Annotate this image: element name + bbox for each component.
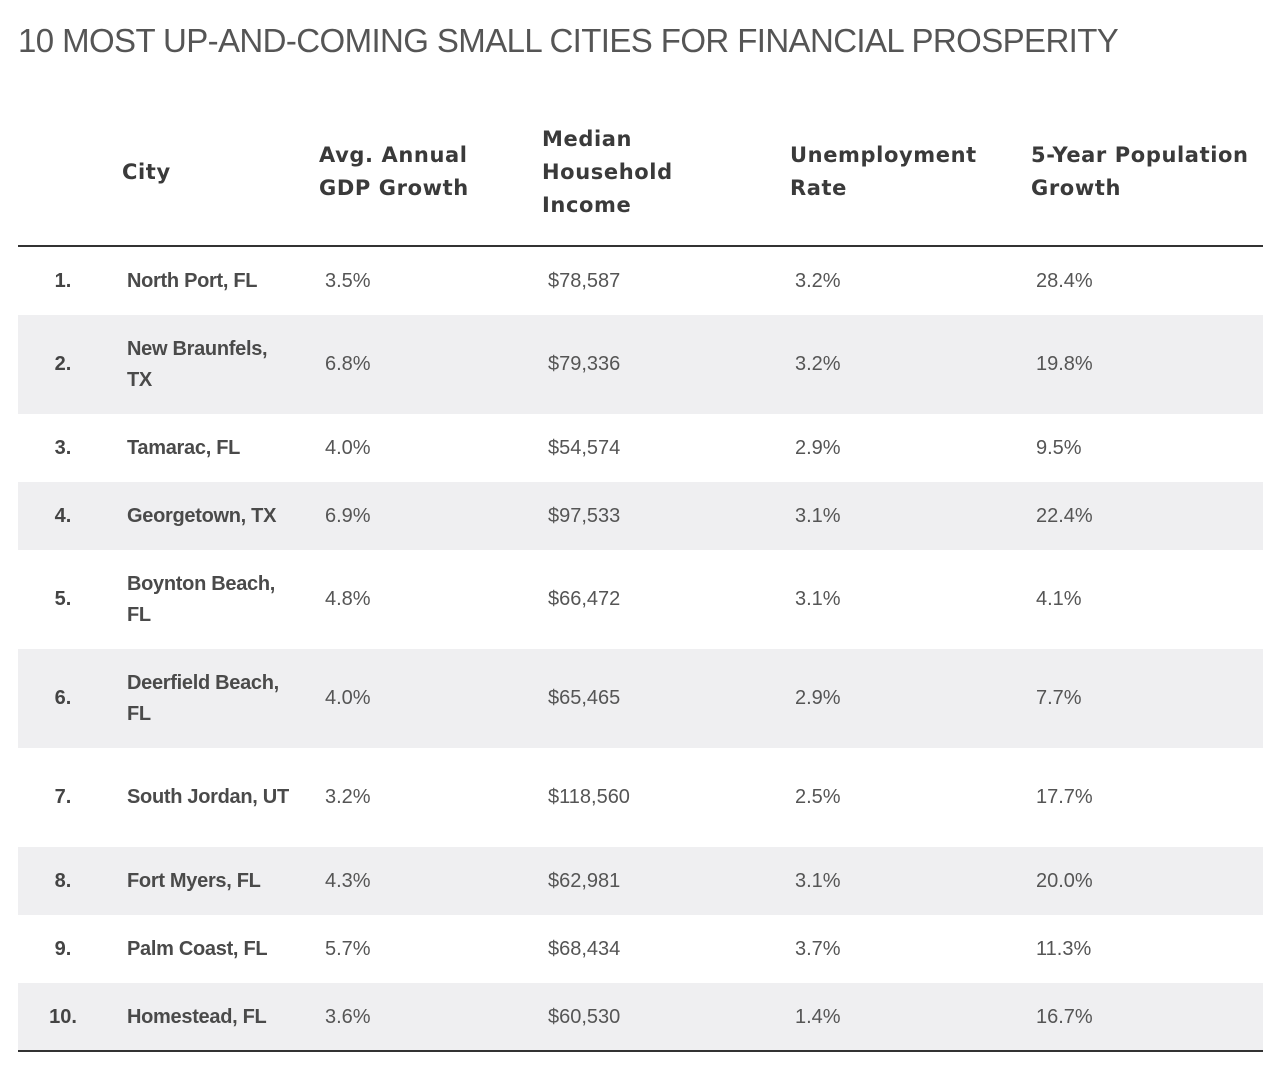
gdp-growth: 6.8% [325, 353, 371, 375]
gdp-growth: 4.0% [325, 687, 371, 709]
median-income: $78,587 [548, 269, 621, 292]
header-population-growth: 5-Year Population Growth [1031, 143, 1249, 200]
unemployment-rate: 3.1% [795, 588, 841, 610]
population-growth: 17.7% [1036, 786, 1093, 808]
city-name: Deerfield Beach, FL [127, 671, 279, 725]
table-row: 10. Homestead, FL 3.6% $60,530 1.4% 16.7% [18, 983, 1263, 1051]
city-name: Boynton Beach, FL [127, 572, 276, 626]
rank: 1. [54, 269, 72, 292]
page-title: 10 MOST UP-AND-COMING SMALL CITIES FOR F… [18, 22, 1119, 59]
city-name: Fort Myers, FL [127, 869, 261, 892]
table-row: 6. Deerfield Beach, FL 4.0% $65,465 2.9% 7.7% [18, 649, 1263, 748]
gdp-growth: 4.3% [325, 869, 371, 892]
gdp-growth: 5.7% [325, 937, 371, 960]
gdp-growth: 3.6% [325, 1005, 371, 1028]
rank: 2. [54, 353, 72, 375]
rank: 9. [54, 937, 72, 960]
unemployment-rate: 3.1% [795, 869, 841, 892]
unemployment-rate: 3.2% [795, 269, 841, 292]
city-name: South Jordan, UT [127, 786, 289, 808]
population-growth: 22.4% [1036, 504, 1093, 527]
unemployment-rate: 2.9% [795, 687, 841, 709]
rank: 4. [54, 504, 72, 527]
median-income: $68,434 [548, 937, 621, 960]
median-income: $97,533 [548, 504, 621, 527]
median-income: $118,560 [548, 786, 630, 808]
median-income: $65,465 [548, 687, 621, 709]
table-row: 7. South Jordan, UT 3.2% $118,560 2.5% 17.7% [18, 748, 1263, 847]
gdp-growth: 6.9% [325, 504, 371, 527]
city-name: North Port, FL [127, 269, 258, 292]
header-rule [18, 245, 1263, 247]
unemployment-rate: 3.2% [795, 353, 841, 375]
population-growth: 9.5% [1036, 436, 1082, 459]
rank: 7. [54, 786, 72, 808]
population-growth: 19.8% [1036, 353, 1093, 375]
gdp-growth: 3.5% [325, 269, 371, 292]
table-row: 4. Georgetown, TX 6.9% $97,533 3.1% 22.4% [18, 482, 1263, 550]
median-income: $66,472 [548, 588, 621, 610]
population-growth: 4.1% [1036, 588, 1082, 610]
header-median-income: Median Household Income [542, 126, 673, 217]
median-income: $79,336 [548, 353, 621, 375]
unemployment-rate: 2.9% [795, 436, 841, 459]
table-header: City Avg. Annual GDP Growth Median House… [0, 120, 1280, 246]
header-gdp-growth: Avg. Annual GDP Growth [319, 143, 469, 200]
bottom-rule [18, 1050, 1263, 1052]
median-income: $60,530 [548, 1005, 621, 1028]
population-growth: 28.4% [1036, 269, 1093, 292]
table-row: 3. Tamarac, FL 4.0% $54,574 2.9% 9.5% [18, 414, 1263, 482]
unemployment-rate: 3.7% [795, 937, 841, 960]
unemployment-rate: 1.4% [795, 1005, 841, 1028]
city-name: Palm Coast, FL [127, 937, 268, 960]
city-name: New Braunfels, TX [127, 337, 268, 391]
rank: 10. [49, 1005, 77, 1028]
population-growth: 20.0% [1036, 869, 1093, 892]
header-city: City [122, 159, 171, 184]
unemployment-rate: 2.5% [795, 786, 841, 808]
table-row: 1. North Port, FL 3.5% $78,587 3.2% 28.4% [18, 247, 1263, 315]
rank: 8. [54, 869, 72, 892]
population-growth: 11.3% [1036, 937, 1092, 960]
median-income: $54,574 [548, 436, 621, 459]
gdp-growth: 3.2% [325, 786, 371, 808]
rank: 3. [54, 436, 72, 459]
city-name: Tamarac, FL [127, 436, 241, 459]
rank: 5. [54, 588, 72, 610]
table-row: 5. Boynton Beach, FL 4.8% $66,472 3.1% 4.1% [18, 550, 1263, 649]
city-name: Homestead, FL [127, 1005, 267, 1028]
city-name: Georgetown, TX [127, 504, 277, 527]
gdp-growth: 4.0% [325, 436, 371, 459]
population-growth: 16.7% [1036, 1005, 1093, 1028]
header-unemployment: Unemployment Rate [790, 143, 977, 200]
table-row: 8. Fort Myers, FL 4.3% $62,981 3.1% 20.0% [18, 847, 1263, 915]
rank: 6. [54, 687, 72, 709]
population-growth: 7.7% [1036, 687, 1082, 709]
unemployment-rate: 3.1% [795, 504, 841, 527]
median-income: $62,981 [548, 869, 621, 892]
table-row: 2. New Braunfels, TX 6.8% $79,336 3.2% 19.8% [18, 315, 1263, 414]
table-row: 9. Palm Coast, FL 5.7% $68,434 3.7% 11.3% [18, 915, 1263, 983]
gdp-growth: 4.8% [325, 588, 371, 610]
